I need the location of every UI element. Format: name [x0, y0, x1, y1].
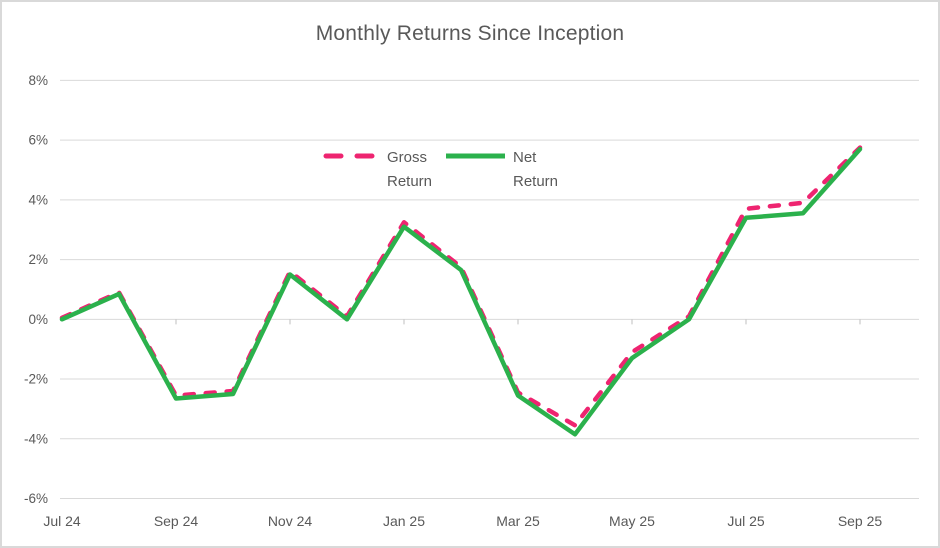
y-axis-label: 6%: [28, 133, 48, 148]
legend-label-gross-return: Gross Return: [387, 149, 433, 190]
y-axis-label: 2%: [28, 252, 48, 267]
legend-item-gross-return: Gross Return: [323, 146, 445, 194]
x-axis-label: May 25: [609, 513, 655, 529]
x-axis-label: Jan 25: [383, 513, 425, 529]
y-axis-label: 0%: [28, 312, 48, 327]
y-axis-label: 4%: [28, 192, 48, 207]
legend: Gross Return Net Return: [323, 146, 571, 194]
gross-return-dashed-line-sample: [323, 153, 379, 159]
gross-return-line: [59, 145, 863, 428]
net-return-line: [59, 146, 863, 437]
legend-label-net-return: Net Return: [513, 149, 559, 190]
y-axis-label: -2%: [24, 372, 48, 387]
y-axis-label: 8%: [28, 73, 48, 88]
x-axis-label: Nov 24: [268, 513, 313, 529]
net-return-solid-line-sample: [446, 153, 505, 159]
y-axis-label: -4%: [24, 431, 48, 446]
y-axis-label: -6%: [24, 491, 48, 506]
x-axis-label: Jul 25: [727, 513, 765, 529]
x-axis-label: Jul 24: [43, 513, 81, 529]
x-axis-label: Sep 24: [154, 513, 199, 529]
x-axis-label: Mar 25: [496, 513, 540, 529]
x-axis-label: Sep 25: [838, 513, 883, 529]
legend-item-net-return: Net Return: [445, 146, 571, 194]
chart-title: Monthly Returns Since Inception: [315, 22, 625, 45]
